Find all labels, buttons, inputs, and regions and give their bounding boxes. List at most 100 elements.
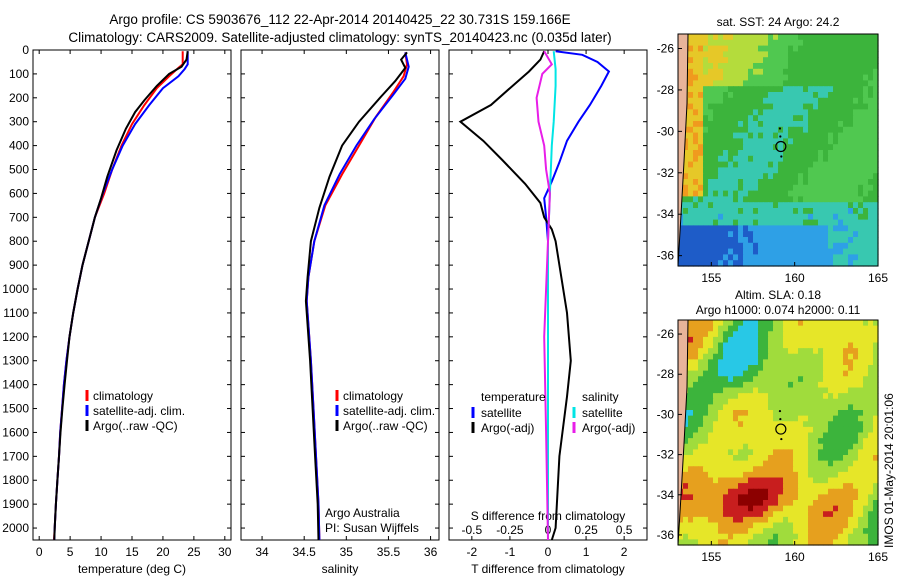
map-cell [803,449,809,456]
map-cell [823,370,829,377]
map-cell [783,97,789,105]
map-cell [758,432,764,439]
map-cell [748,516,754,524]
map-cell [868,353,874,360]
map-cell [763,387,769,394]
map-cell [858,494,864,501]
map-cell [808,237,814,244]
map-cell [813,494,819,501]
map-cell [783,68,789,76]
map-cell [743,202,749,209]
map-cell [848,331,854,338]
map-cell [798,63,804,70]
map-cell [798,260,804,267]
map-cell [713,103,719,110]
map-cell [828,460,834,467]
map-cell [843,455,849,462]
map-cell [693,190,699,197]
map-cell [753,471,759,479]
map-cell [728,539,734,546]
map-cell [758,86,764,93]
map-cell [773,516,779,524]
map-cell [813,57,819,64]
map-cell [813,415,819,422]
map-cell [843,237,849,244]
map-cell [748,421,754,428]
map-cell [808,68,814,76]
map-cell [833,455,839,462]
map-cell [688,150,694,157]
map-cell [688,225,694,232]
map-cell [848,404,854,411]
map-cell [843,80,849,87]
map-cell [828,410,834,417]
map-cell [763,320,769,327]
map-cell [853,68,859,76]
map-cell [768,381,774,389]
map-cell [773,173,779,180]
map-cell [683,528,689,535]
map-cell [743,466,749,473]
map-cell [838,365,844,372]
map-cell [848,202,854,209]
map-cell [783,522,789,529]
map-cell [748,115,754,122]
map-cell [753,179,759,186]
map-cell [863,150,869,157]
map-cell [808,196,814,203]
map-cell [858,155,864,163]
map-cell [858,477,864,484]
map-cell [853,387,859,394]
y-tick-label: 900 [9,258,29,272]
map-cell [758,494,764,501]
map-cell [818,449,824,456]
map-cell [828,115,834,122]
legend-label: Argo(-adj) [481,421,534,435]
map-cell [728,161,734,168]
map-cell [748,460,754,467]
map-cell [733,365,739,372]
map-cell [778,167,784,174]
map-cell [823,342,829,349]
map-cell [818,336,824,344]
map-cell [728,126,734,134]
map-cell [838,155,844,163]
map-cell [763,477,769,484]
map-cell [733,426,739,434]
map-cell [743,376,749,383]
map-cell [833,421,839,428]
map-cell [818,231,824,238]
map-cell [778,443,784,450]
map-cell [838,404,844,411]
map-cell [848,138,854,145]
map-cell [768,184,774,192]
map-cell [843,320,849,327]
map-cell [828,196,834,203]
x-tick-label: 10 [94,545,108,559]
map-cell [813,97,819,105]
map-cell [868,522,874,529]
map-cell [753,115,759,122]
map-cell [803,443,809,450]
map-cell [743,471,749,479]
map-cell [818,242,824,250]
map-cell [758,167,764,174]
map-cell [843,155,849,163]
map-cell [718,359,724,366]
map-cell [773,528,779,535]
map-cell [683,202,689,209]
map-cell [763,63,769,70]
map-cell [828,348,834,355]
map-cell [758,190,764,197]
map-cell [858,260,864,267]
map-cell [738,393,744,400]
map-cell [723,202,729,209]
map-cell [758,109,764,116]
map-cell [743,500,749,507]
map-cell [858,237,864,244]
map-cell [828,242,834,250]
map-cell [823,443,829,450]
map-cell [728,97,734,105]
map-cell [773,161,779,168]
map-cell [813,63,819,70]
